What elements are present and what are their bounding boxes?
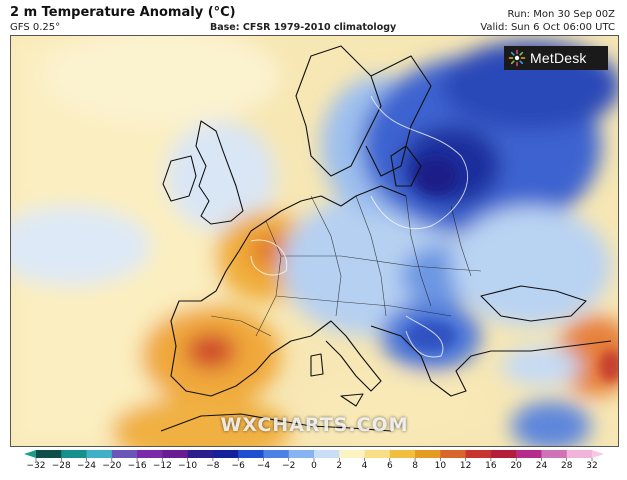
colorbar-segment xyxy=(238,450,264,458)
colorbar-tick-label: 24 xyxy=(535,461,548,471)
colorbar-tick-label: 4 xyxy=(361,461,368,471)
colorbar-segment xyxy=(339,450,366,458)
colorbar-tick-label: −20 xyxy=(102,461,122,471)
colorbar-tick-label: 32 xyxy=(586,461,598,471)
colorbar-tick-label: −2 xyxy=(282,461,296,471)
colorbar-segment xyxy=(364,450,391,458)
colorbar-segment xyxy=(137,450,163,458)
valid-time-label: Valid: Sun 6 Oct 06:00 UTC xyxy=(480,22,615,33)
colorbar-tick-label: −12 xyxy=(152,461,172,471)
colorbar-tick-label: −4 xyxy=(256,461,271,471)
colorbar-tick-label: −28 xyxy=(51,461,71,471)
colorbar-tick-label: 0 xyxy=(311,461,317,471)
colorbar-tick-label: 8 xyxy=(412,461,418,471)
wxcharts-watermark: WXCHARTS.COM xyxy=(220,414,409,436)
colorbar-graphic xyxy=(24,450,604,461)
metdesk-mark-icon xyxy=(508,49,526,67)
colorbar-tick-label: 20 xyxy=(510,461,522,471)
colorbar-tick-label: −8 xyxy=(206,461,220,471)
colorbar-segment xyxy=(415,450,441,458)
run-time-label: Run: Mon 30 Sep 00Z xyxy=(507,9,616,20)
chart-title: 2 m Temperature Anomaly (°C) xyxy=(10,5,236,20)
colorbar-segment xyxy=(111,450,138,458)
colorbar-segment xyxy=(263,450,290,458)
colorbar-segment xyxy=(86,450,113,458)
base-climatology-label: Base: CFSR 1979-2010 climatology xyxy=(210,22,397,33)
colorbar-extend-high xyxy=(592,450,604,458)
metdesk-logo: MetDesk xyxy=(504,46,608,70)
colorbar-tick-label: 10 xyxy=(434,461,447,471)
colorbar-segment xyxy=(288,450,315,458)
colorbar-segment xyxy=(187,450,214,458)
colorbar-tick-label: −16 xyxy=(127,461,147,471)
anomaly-map-graphic xyxy=(11,36,618,446)
colorbar-extend-low xyxy=(24,450,36,458)
colorbar-tick-label: 12 xyxy=(459,461,472,471)
colorbar-tick-label: −32 xyxy=(26,461,46,471)
metdesk-logo-text: MetDesk xyxy=(530,50,587,66)
colorbar-segment xyxy=(440,450,467,458)
colorbar-segment xyxy=(212,450,239,458)
colorbar-tick-label: 6 xyxy=(386,461,393,471)
colorbar: −32 −28 −24 −20 −16 −12 −10 −8 −6 −4 −2 0 2 4 6 8 10 12 16… xyxy=(14,448,614,478)
colorbar-segment xyxy=(465,450,492,458)
colorbar-segment xyxy=(389,450,416,458)
colorbar-segment xyxy=(490,450,517,458)
colorbar-segment xyxy=(61,450,88,458)
colorbar-tick-label: 2 xyxy=(336,461,343,471)
colorbar-tick-label: −24 xyxy=(77,461,97,471)
colorbar-segment xyxy=(36,450,62,458)
model-label: GFS 0.25° xyxy=(10,22,61,33)
colorbar-tick-label: −10 xyxy=(178,461,198,471)
colorbar-segment xyxy=(162,450,189,458)
anomaly-map: MetDesk WXCHARTS.COM xyxy=(10,35,619,447)
colorbar-tick-label: 28 xyxy=(560,461,573,471)
colorbar-tick-label: −6 xyxy=(231,461,245,471)
colorbar-segment xyxy=(541,450,568,458)
colorbar-segment xyxy=(314,450,340,458)
colorbar-tick-label: 16 xyxy=(485,461,497,471)
colorbar-segment xyxy=(516,450,542,458)
colorbar-segment xyxy=(566,450,593,458)
